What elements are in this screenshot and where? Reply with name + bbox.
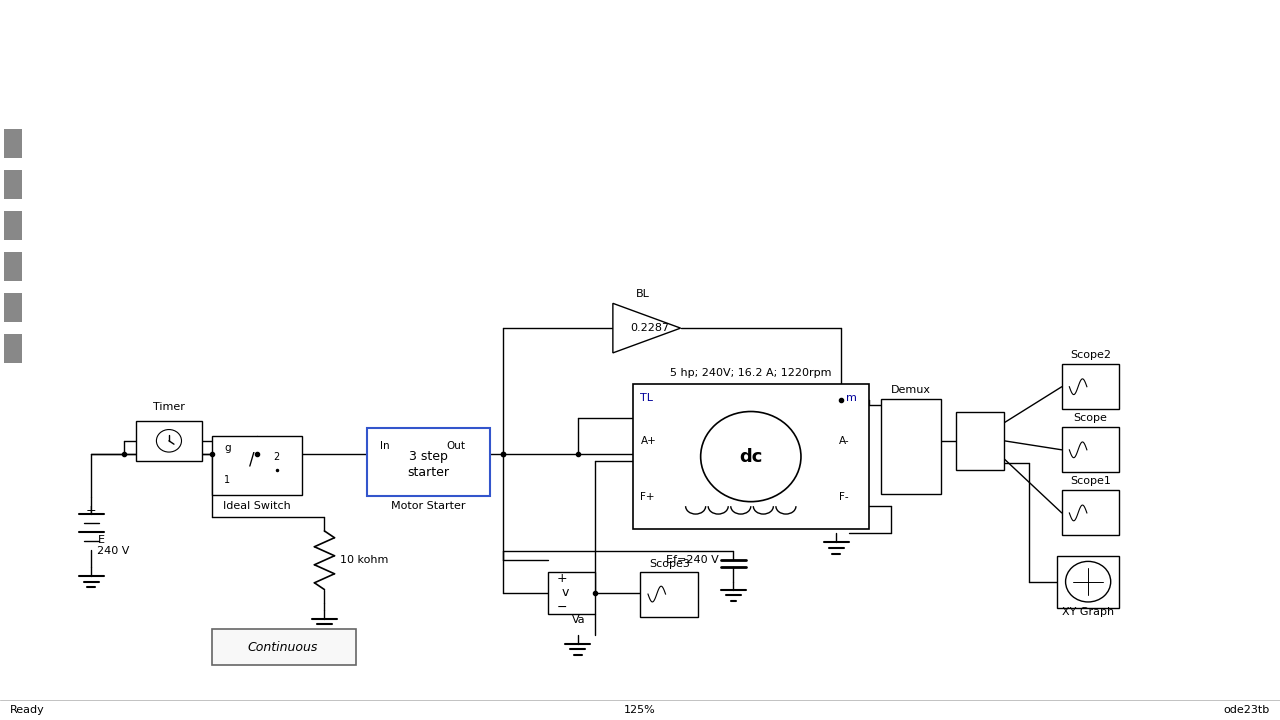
Bar	[640, 572, 698, 616]
Bar	[881, 399, 941, 494]
Circle shape	[1065, 562, 1111, 602]
Text: 125%: 125%	[625, 705, 655, 715]
Text: Ef=240 V: Ef=240 V	[666, 555, 718, 564]
Circle shape	[156, 430, 182, 452]
Text: −: −	[557, 601, 567, 614]
Text: Out: Out	[445, 441, 465, 451]
Bar	[4, 129, 22, 158]
Text: A+: A+	[640, 436, 657, 446]
Text: A-: A-	[838, 436, 849, 446]
Circle shape	[700, 412, 801, 502]
Text: Ideal Switch: Ideal Switch	[223, 501, 291, 511]
Bar	[1062, 364, 1120, 409]
Bar	[367, 428, 490, 496]
Text: 1: 1	[224, 475, 230, 485]
Text: Scope2: Scope2	[1070, 350, 1111, 360]
Text: Demux: Demux	[891, 385, 932, 395]
Bar	[4, 211, 22, 240]
Text: 10 kohm: 10 kohm	[339, 555, 388, 565]
Text: g: g	[224, 443, 230, 453]
Bar	[211, 436, 302, 495]
Text: m: m	[846, 393, 858, 403]
Text: BL: BL	[636, 289, 650, 300]
Bar	[1062, 490, 1120, 536]
Text: Ready: Ready	[10, 705, 45, 715]
Text: ode23tb: ode23tb	[1224, 705, 1270, 715]
Bar	[4, 170, 22, 199]
Text: Va: Va	[571, 615, 585, 625]
Text: E: E	[97, 535, 105, 545]
Bar	[548, 572, 595, 614]
Bar	[1062, 427, 1120, 472]
Text: F-: F-	[838, 492, 849, 502]
Text: v: v	[562, 587, 568, 600]
Text: Scope: Scope	[1074, 413, 1107, 423]
Bar	[4, 293, 22, 322]
Bar	[4, 334, 22, 363]
Text: 2: 2	[274, 451, 280, 462]
Bar	[211, 629, 356, 665]
Text: /: /	[248, 451, 255, 469]
Text: 0.2287: 0.2287	[631, 323, 669, 333]
Text: Continuous: Continuous	[248, 641, 319, 654]
Text: Scope3: Scope3	[649, 559, 690, 569]
Text: F+: F+	[640, 492, 655, 502]
Bar	[632, 384, 869, 528]
Text: XY Graph: XY Graph	[1062, 607, 1114, 617]
Bar	[137, 420, 201, 461]
Text: Motor Starter: Motor Starter	[392, 501, 466, 511]
Bar	[4, 252, 22, 281]
Text: starter: starter	[407, 466, 449, 479]
Bar	[1057, 556, 1120, 608]
Bar	[956, 412, 1004, 470]
Text: Scope1: Scope1	[1070, 477, 1111, 487]
Text: +: +	[86, 504, 96, 517]
Text: 5 hp; 240V; 16.2 A; 1220rpm: 5 hp; 240V; 16.2 A; 1220rpm	[669, 368, 832, 378]
Text: TL: TL	[640, 393, 654, 403]
Text: In: In	[380, 441, 389, 451]
Text: 3 step: 3 step	[410, 450, 448, 463]
Text: Timer: Timer	[154, 402, 184, 412]
Text: dc: dc	[739, 448, 763, 466]
Text: 240 V: 240 V	[97, 546, 129, 557]
Text: +: +	[556, 572, 567, 585]
Polygon shape	[613, 303, 681, 353]
